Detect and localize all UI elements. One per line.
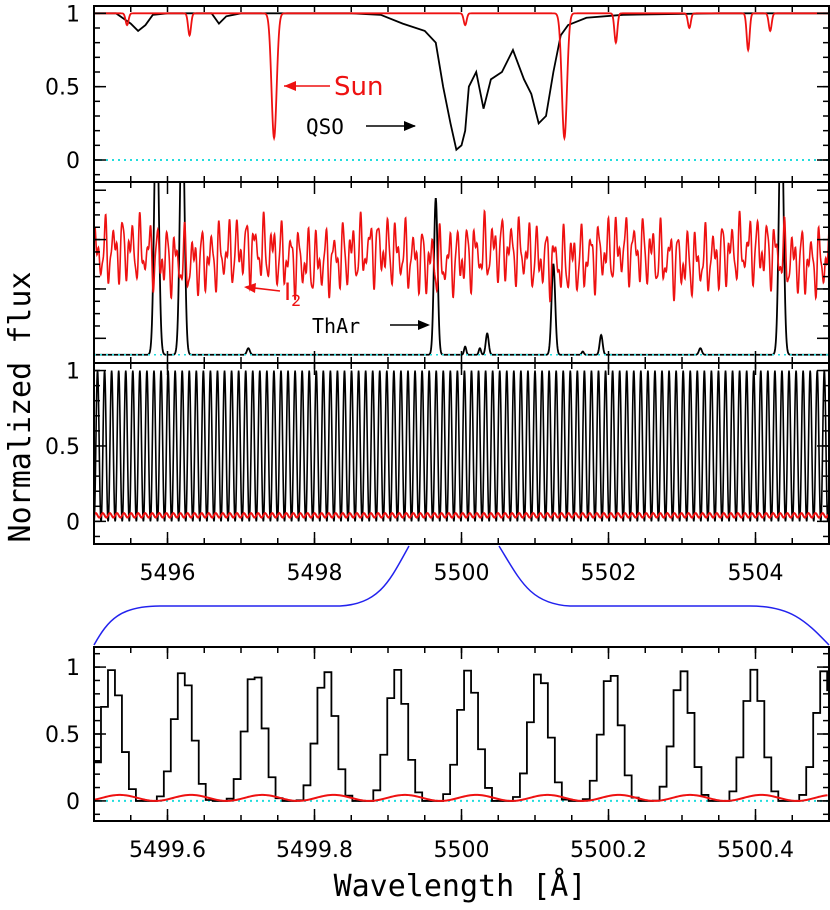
comb-ytick-label: 0 [66, 510, 80, 535]
comb-xtick-label: 5504 [728, 561, 784, 586]
zoom-xtick-label: 5500.4 [717, 838, 794, 863]
x-axis-label: Wavelength [Å] [334, 868, 587, 904]
qso-annotation: QSO [306, 115, 416, 139]
comb-series-group [94, 370, 829, 522]
comb-xtick-label: 5496 [140, 561, 196, 586]
zoom-comb-background [94, 793, 828, 802]
zoom-xtick-label: 5499.6 [129, 838, 206, 863]
sun-spectrum [94, 12, 829, 142]
qso-arrowhead [404, 121, 416, 131]
zoom-ytick-label: 1 [66, 656, 80, 681]
i2-spectrum [94, 209, 829, 303]
i2-arrowhead [244, 283, 256, 293]
i2-label-main: I [284, 278, 291, 306]
thar-spectrum [94, 182, 829, 356]
sun-label: Sun [334, 72, 383, 102]
zoom-comb-spectrum [94, 668, 829, 802]
qso-spectrum [94, 12, 829, 152]
top-series-group [94, 12, 829, 161]
i2-label: I2 [284, 278, 301, 310]
comb-ytick-label: 0.5 [45, 435, 80, 460]
comb-spectrum [94, 370, 829, 522]
i2-annotation: I2 [244, 278, 301, 310]
zoom-ytick-label: 0 [66, 790, 80, 815]
comb-background [94, 511, 829, 519]
top-ytick-label: 0.5 [45, 76, 80, 101]
zoom-connector [93, 545, 830, 646]
thar-arrowhead [418, 320, 430, 330]
sun-annotation: Sun [284, 72, 383, 102]
zoom-xtick-label: 5499.8 [276, 838, 353, 863]
i2-label-sub: 2 [291, 291, 301, 310]
top-ytick-label: 0 [66, 149, 80, 174]
comb-xtick-label: 5498 [287, 561, 343, 586]
panels: 0 0.5 1 0 0.5 1 5496 5498 5500 5502 5504 0 0.5 1 5499.… [45, 2, 830, 863]
zoom-ytick-label: 0.5 [45, 723, 80, 748]
thar-annotation: ThAr [312, 314, 430, 338]
top-panel-frame [93, 5, 830, 183]
zoom-series-group [94, 668, 829, 802]
zoom-xtick-label: 5500 [434, 838, 490, 863]
zoom-xtick-label: 5500.2 [570, 838, 647, 863]
zoom-panel-frame [93, 646, 830, 822]
sun-arrowhead [284, 81, 296, 91]
comb-xtick-label: 5502 [581, 561, 637, 586]
comb-xtick-label: 5500 [434, 561, 490, 586]
thar-label: ThAr [312, 314, 360, 338]
middle-series-group [94, 182, 829, 356]
top-ytick-label: 1 [66, 2, 80, 27]
comb-ytick-label: 1 [66, 360, 80, 385]
y-axis-label: Normalized flux [3, 272, 38, 543]
qso-label: QSO [306, 115, 344, 139]
